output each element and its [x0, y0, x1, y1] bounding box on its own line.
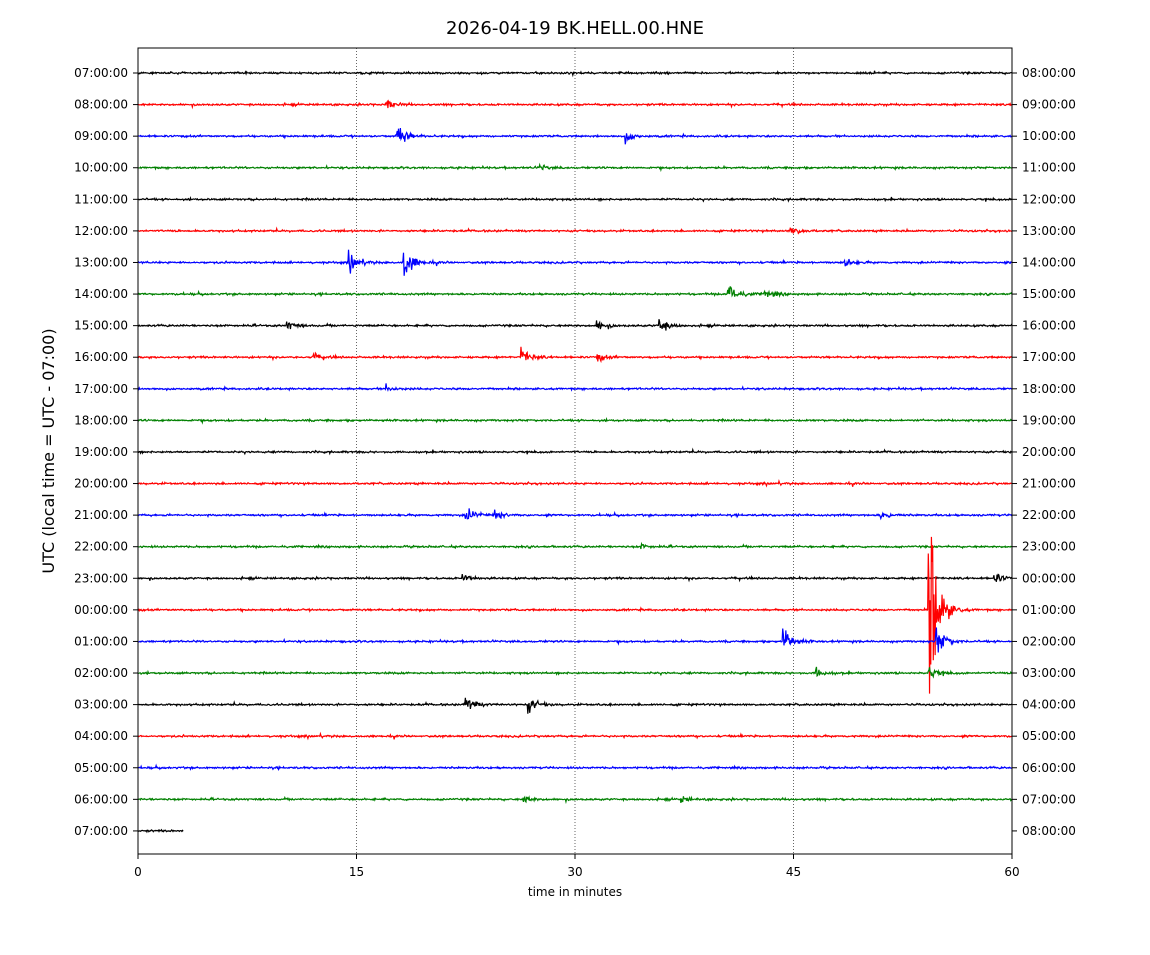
trace-row	[137, 99, 1013, 110]
y-tick-label-right: 01:00:00	[1022, 603, 1076, 617]
y-tick-label-left: 01:00:00	[74, 634, 128, 648]
trace-row	[137, 697, 1013, 714]
y-tick-label-right: 15:00:00	[1022, 287, 1076, 301]
y-tick-label-right: 07:00:00	[1022, 792, 1076, 806]
y-tick-label-right: 22:00:00	[1022, 508, 1076, 522]
y-tick-label-left: 16:00:00	[74, 350, 128, 364]
trace-row	[137, 285, 1013, 299]
y-tick-label-left: 12:00:00	[74, 224, 128, 238]
y-tick-label-left: 09:00:00	[74, 129, 128, 143]
y-tick-label-left: 00:00:00	[74, 603, 128, 617]
y-axis-ticks: 07:00:00 08:00:00 09:00:00 10:00:00 11:00:00…	[74, 66, 1076, 838]
y-tick-label-right: 18:00:00	[1022, 382, 1076, 396]
y-tick-label-left: 08:00:00	[74, 98, 128, 112]
seismic-traces	[137, 70, 1013, 834]
trace-row	[137, 828, 184, 834]
y-axis-label: UTC (local time = UTC - 07:00)	[39, 328, 58, 573]
x-tick-label: 45	[786, 865, 801, 879]
trace-row	[137, 508, 1013, 521]
y-tick-label-right: 02:00:00	[1022, 634, 1076, 648]
y-tick-label-right: 00:00:00	[1022, 571, 1076, 585]
trace-row	[137, 479, 1013, 488]
y-tick-label-left: 19:00:00	[74, 445, 128, 459]
y-tick-label-left: 02:00:00	[74, 666, 128, 680]
y-tick-label-right: 23:00:00	[1022, 540, 1076, 554]
y-tick-label-left: 14:00:00	[74, 287, 128, 301]
x-tick-label: 0	[134, 865, 142, 879]
trace-row	[137, 666, 1013, 679]
trace-row	[137, 536, 1013, 694]
trace-row	[137, 447, 1013, 456]
y-tick-label-right: 08:00:00	[1022, 824, 1076, 838]
gridlines	[356, 48, 794, 854]
y-tick-label-left: 10:00:00	[74, 161, 128, 175]
trace-row	[137, 226, 1013, 235]
y-tick-label-right: 16:00:00	[1022, 319, 1076, 333]
y-tick-label-right: 10:00:00	[1022, 129, 1076, 143]
trace-row	[137, 195, 1013, 203]
y-tick-label-left: 03:00:00	[74, 698, 128, 712]
y-tick-label-right: 12:00:00	[1022, 192, 1076, 206]
x-axis-label: time in minutes	[528, 885, 622, 899]
y-tick-label-left: 04:00:00	[74, 729, 128, 743]
y-tick-label-left: 20:00:00	[74, 477, 128, 491]
y-tick-label-right: 19:00:00	[1022, 413, 1076, 427]
y-tick-label-left: 22:00:00	[74, 540, 128, 554]
y-tick-label-right: 06:00:00	[1022, 761, 1076, 775]
y-tick-label-left: 06:00:00	[74, 792, 128, 806]
y-tick-label-right: 08:00:00	[1022, 66, 1076, 80]
y-tick-label-right: 05:00:00	[1022, 729, 1076, 743]
y-tick-label-right: 09:00:00	[1022, 98, 1076, 112]
trace-row	[137, 346, 1013, 364]
chart-title: 2026-04-19 BK.HELL.00.HNE	[446, 18, 704, 39]
trace-row	[137, 383, 1013, 392]
trace-row	[137, 70, 1013, 78]
y-tick-label-left: 07:00:00	[74, 824, 128, 838]
trace-row	[137, 249, 1013, 276]
y-tick-label-right: 04:00:00	[1022, 698, 1076, 712]
trace-row	[137, 795, 1013, 805]
y-tick-label-left: 18:00:00	[74, 413, 128, 427]
y-tick-label-left: 11:00:00	[74, 192, 128, 206]
y-tick-label-right: 14:00:00	[1022, 255, 1076, 269]
trace-row	[137, 573, 1013, 583]
trace-row	[137, 541, 1013, 550]
x-tick-label: 30	[567, 865, 582, 879]
trace-row	[137, 162, 1013, 173]
y-tick-label-left: 07:00:00	[74, 66, 128, 80]
trace-row	[137, 319, 1013, 331]
y-tick-label-right: 20:00:00	[1022, 445, 1076, 459]
trace-row	[137, 731, 1013, 741]
trace-row	[137, 627, 1013, 653]
y-tick-label-left: 23:00:00	[74, 571, 128, 585]
trace-row	[137, 417, 1013, 425]
x-tick-label: 60	[1004, 865, 1019, 879]
y-tick-label-left: 15:00:00	[74, 319, 128, 333]
y-tick-label-right: 21:00:00	[1022, 477, 1076, 491]
trace-row	[137, 763, 1013, 771]
y-tick-label-right: 17:00:00	[1022, 350, 1076, 364]
y-tick-label-right: 11:00:00	[1022, 161, 1076, 175]
trace-row	[137, 128, 1013, 145]
y-tick-label-left: 13:00:00	[74, 255, 128, 269]
y-tick-label-left: 21:00:00	[74, 508, 128, 522]
x-tick-label: 15	[349, 865, 364, 879]
y-tick-label-right: 13:00:00	[1022, 224, 1076, 238]
y-tick-label-left: 05:00:00	[74, 761, 128, 775]
x-axis-ticks: 0 15 30 45 60	[134, 854, 1020, 879]
y-tick-label-left: 17:00:00	[74, 382, 128, 396]
y-tick-label-right: 03:00:00	[1022, 666, 1076, 680]
